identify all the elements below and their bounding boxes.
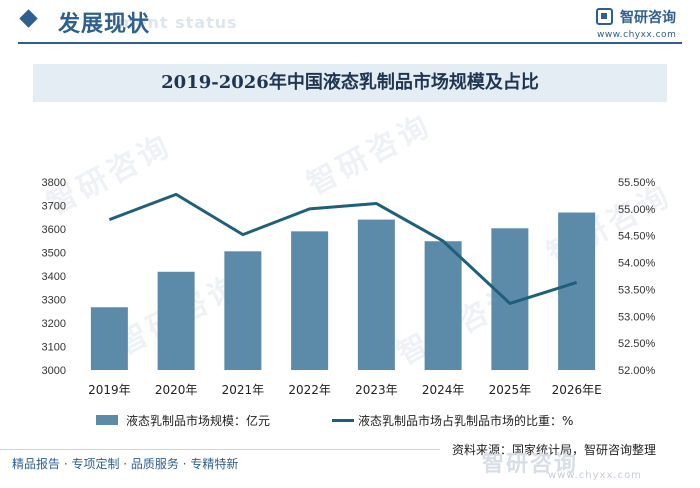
section-subtitle: ment status [118, 13, 238, 32]
section-title: 发展现状 [58, 12, 151, 37]
legend: 液态乳制品市场规模：亿元 液态乳制品市场占乳制品市场的比重：% [96, 412, 656, 428]
logo-name: 智研咨询 [620, 10, 676, 26]
bar [558, 212, 596, 370]
bar [357, 219, 395, 370]
right-tick-label: 52.50% [618, 338, 656, 350]
category-label: 2026年E [552, 383, 602, 397]
category-label: 2020年 [155, 383, 198, 397]
left-tick-label: 3200 [42, 318, 66, 330]
right-tick-label: 54.00% [618, 258, 656, 270]
footer-logo: 智研咨询 [482, 452, 579, 477]
footer-url: www.chyxx.com [548, 470, 642, 481]
right-tick-label: 55.50% [618, 177, 656, 189]
bar [424, 241, 462, 370]
bar [90, 307, 128, 370]
right-tick-label: 54.50% [618, 231, 656, 243]
title-band [33, 64, 667, 102]
page-header: ment status 发展现状 智研咨询 www.chyxx.com [0, 0, 700, 46]
legend-bar-label: 液态乳制品市场规模：亿元 [126, 414, 271, 428]
right-tick-label: 53.00% [618, 311, 656, 323]
header-divider [18, 42, 682, 44]
left-tick-label: 3100 [42, 342, 66, 354]
left-tick-label: 3300 [42, 295, 66, 307]
bar [291, 231, 329, 370]
footer-divider [0, 449, 440, 450]
category-label: 2019年 [88, 383, 131, 397]
logo-icon [596, 8, 613, 25]
logo-url: www.chyxx.com [597, 30, 677, 40]
category-label: 2025年 [489, 383, 532, 397]
right-tick-label: 53.50% [618, 284, 656, 296]
legend-line-swatch [332, 419, 354, 422]
left-tick-label: 3400 [42, 271, 66, 283]
footer-tagline: 精品报告 · 专项定制 · 品质服务 · 专精特新 [12, 457, 239, 471]
chart: 3000 3100 3200 3300 3400 3500 3600 3700 3800 52.… [42, 177, 656, 397]
left-tick-label: 3800 [42, 177, 66, 189]
right-tick-label: 55.00% [618, 204, 656, 216]
right-tick-label: 52.00% [618, 365, 656, 377]
legend-line-label: 液态乳制品市场占乳制品市场的比重：% [358, 414, 574, 428]
chart-title: 2019-2026年中国液态乳制品市场规模及占比 [161, 72, 539, 93]
bar [157, 271, 195, 370]
category-label: 2022年 [288, 383, 331, 397]
category-label: 2021年 [222, 383, 265, 397]
left-tick-label: 3000 [42, 365, 66, 377]
category-label: 2023年 [355, 383, 398, 397]
source-note: 资料来源：国家统计局，智研咨询整理 [452, 443, 657, 457]
bar [224, 251, 262, 370]
series-line [108, 192, 578, 305]
category-label: 2024年 [422, 383, 465, 397]
left-tick-label: 3600 [42, 224, 66, 236]
left-tick-label: 3700 [42, 201, 66, 213]
left-tick-label: 3500 [42, 248, 66, 260]
legend-bar-swatch [96, 415, 118, 425]
